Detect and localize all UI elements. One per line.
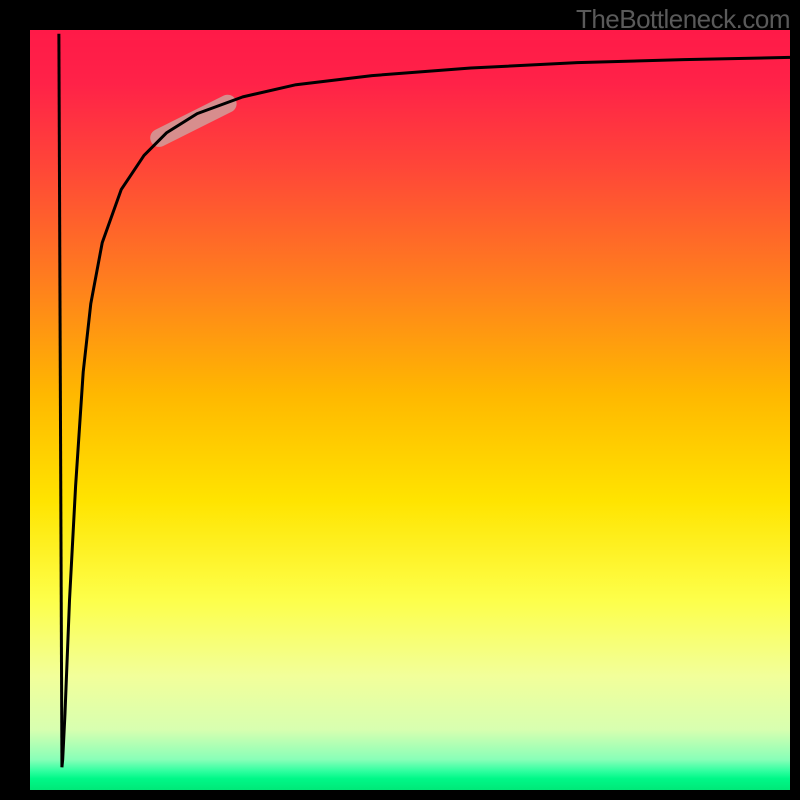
chart-svg xyxy=(0,0,800,800)
chart-container: TheBottleneck.com xyxy=(0,0,800,800)
watermark-text: TheBottleneck.com xyxy=(576,4,790,35)
plot-area xyxy=(30,30,790,790)
